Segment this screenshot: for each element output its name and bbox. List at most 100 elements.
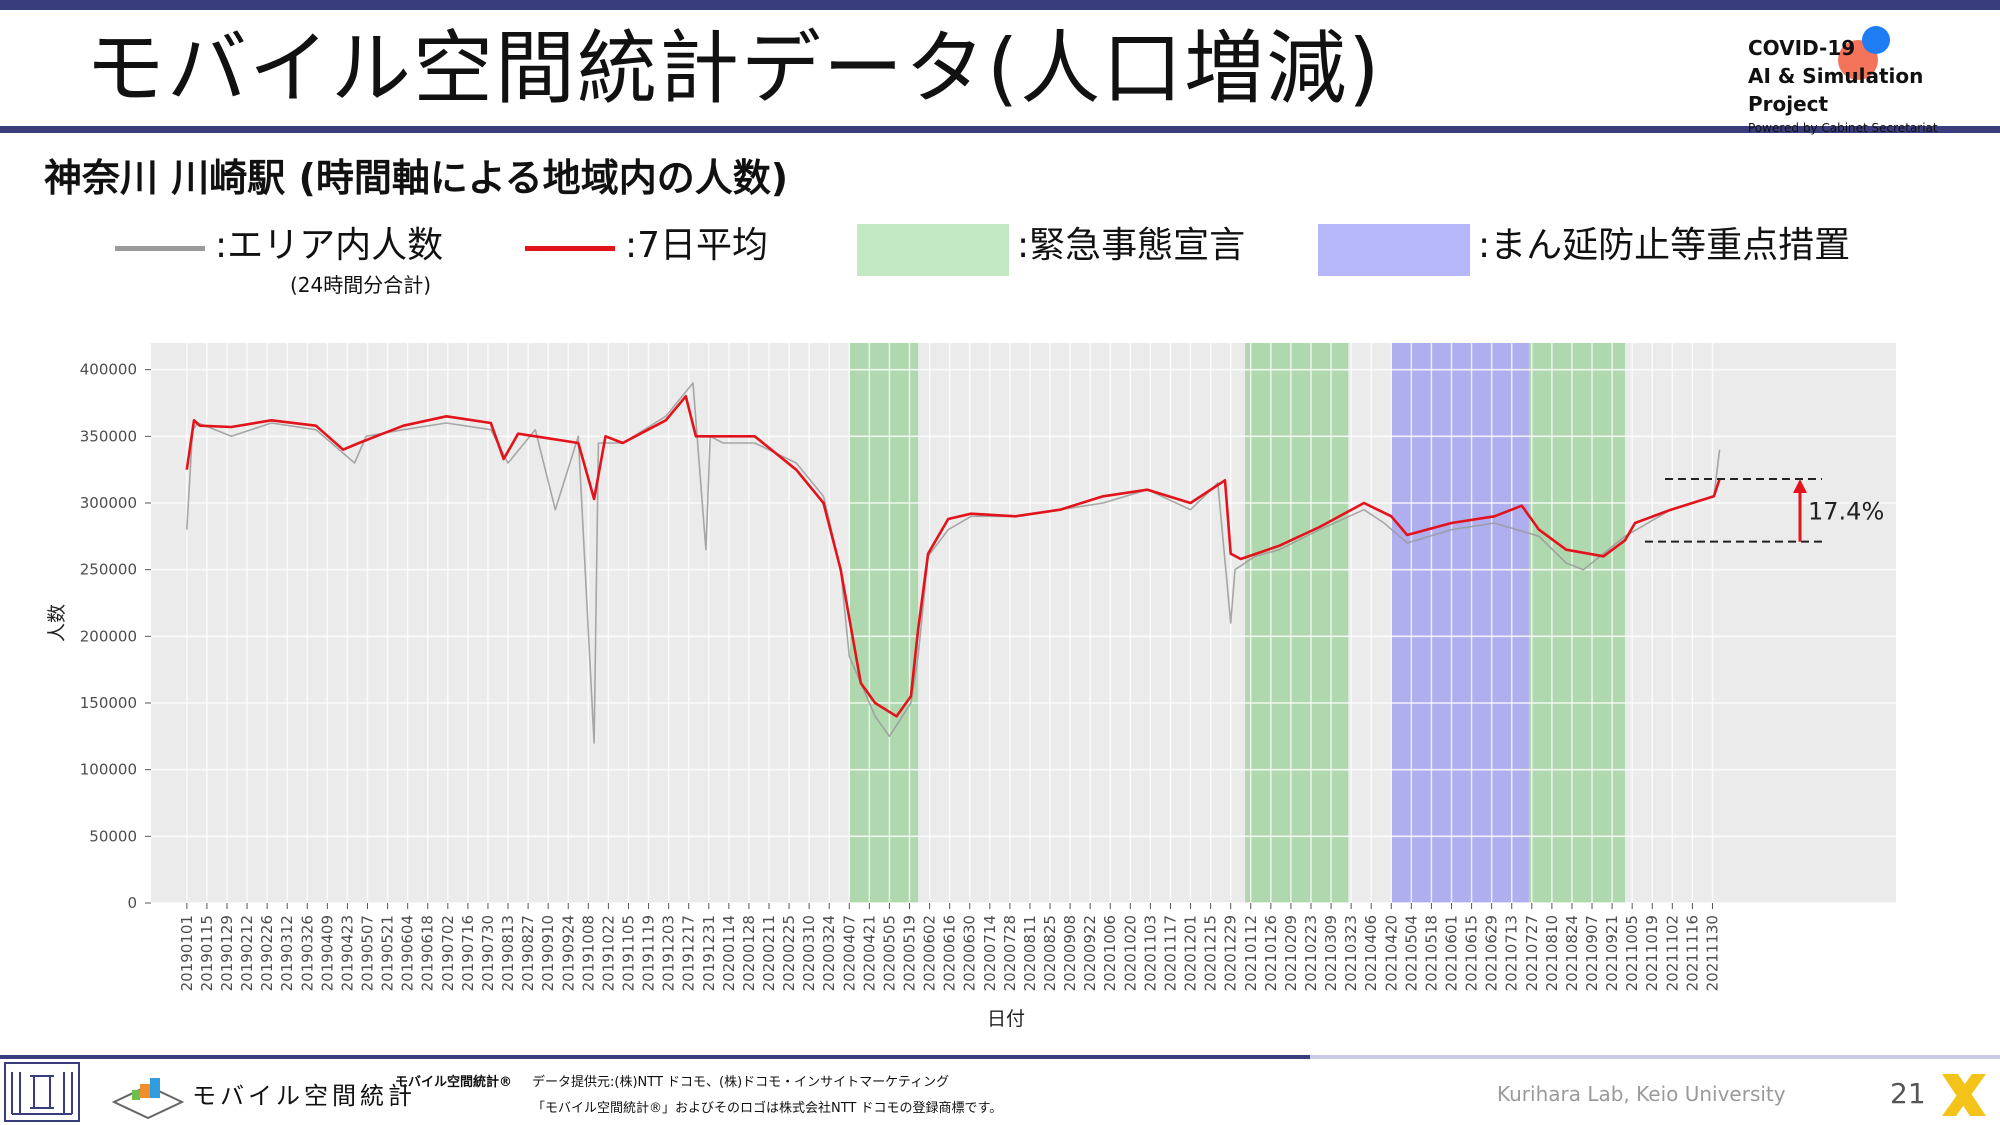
x-tick-label: 20200225 <box>780 915 798 991</box>
x-tick-label: 20200211 <box>760 915 778 991</box>
x-tick-label: 20210420 <box>1382 915 1400 991</box>
x-tick-label: 20200922 <box>1081 915 1099 991</box>
x-tick-label: 20210921 <box>1603 915 1621 991</box>
x-tick-label: 20191203 <box>660 915 678 991</box>
legend-priority-label: :まん延防止等重点措置 <box>1478 225 1851 266</box>
x-tick-label: 20190716 <box>459 915 477 991</box>
x-tick-label: 20201117 <box>1161 915 1179 991</box>
legend-avg-label: :7日平均 <box>625 225 769 266</box>
x-tick-label: 20190226 <box>258 915 276 991</box>
series-7day-average-line <box>185 394 1721 718</box>
x-tick-label: 20200714 <box>981 915 999 991</box>
x-tick-label: 20210629 <box>1483 915 1501 991</box>
y-tick-label: 100000 <box>80 761 137 779</box>
legend-item-area: :エリア内人数 <box>115 216 495 282</box>
x-tick-label: 20200114 <box>720 915 738 991</box>
x-tick-label: 20210727 <box>1523 915 1541 991</box>
legend-item-emergency: :緊急事態宣言 <box>857 216 1297 282</box>
x-tick-label: 20190604 <box>399 915 417 991</box>
population-line-chart: 0 50000 100000 150000 200000 250000 300000 3500… <box>46 343 1896 1030</box>
x-tick-label: 20200407 <box>840 915 858 991</box>
x-tick-label: 20211130 <box>1703 915 1721 991</box>
x-tick-label: 20211019 <box>1643 915 1661 991</box>
x-tick-label: 20210907 <box>1583 915 1601 991</box>
x-tick-label: 20201201 <box>1182 915 1200 991</box>
x-axis-title: 日付 <box>987 1008 1025 1030</box>
project-name-line2: AI & Simulation Project <box>1748 64 1924 116</box>
plot-panel <box>151 343 1896 903</box>
x-tick-label: 20210209 <box>1282 915 1300 991</box>
source-line2: 「モバイル空間統計®」およびそのロゴは株式会社NTT ドコモの登録商標です。 <box>532 1101 1003 1116</box>
mobile-stats-logo-icon <box>111 1078 185 1120</box>
y-tick-label: 300000 <box>80 494 137 512</box>
x-tick-label: 20200811 <box>1021 915 1039 991</box>
x-tick-label: 20210713 <box>1503 915 1521 991</box>
x-logo-icon <box>1942 1074 1986 1116</box>
x-tick-label: 20191217 <box>680 915 698 991</box>
lab-logo-icon <box>4 1062 80 1122</box>
chart-subtitle: 神奈川 川崎駅 (時間軸による地域内の人数) <box>44 156 789 200</box>
x-tick-label: 20210406 <box>1362 915 1380 991</box>
x-tick-label: 20190813 <box>499 915 517 991</box>
x-tick-label: 20200728 <box>1001 915 1019 991</box>
emergency-period-2 <box>1245 343 1349 903</box>
y-tick-label: 350000 <box>80 427 137 445</box>
footer-divider-light <box>1310 1055 2000 1059</box>
x-tick-label: 20190212 <box>238 915 256 991</box>
x-tick-label: 20190827 <box>519 915 537 991</box>
y-tick-label: 150000 <box>80 694 137 712</box>
x-tick-label: 20210615 <box>1463 915 1481 991</box>
header-divider <box>0 126 2000 133</box>
x-tick-label: 20190129 <box>218 915 236 991</box>
x-tick-label: 20200505 <box>880 915 898 991</box>
source-line1: データ提供元:(株)NTT ドコモ、(株)ドコモ・インサイトマーケティング <box>532 1075 950 1090</box>
x-tick-label: 20190618 <box>419 915 437 991</box>
y-tick-label: 0 <box>127 894 137 912</box>
x-tick-label: 20210504 <box>1402 915 1420 991</box>
legend-item-avg: :7日平均 <box>525 216 825 282</box>
series-lines <box>185 382 1721 744</box>
annotation-arrow-head-icon <box>1793 479 1807 493</box>
project-powered-by: Powered by Cabinet Secretariat <box>1748 121 1938 135</box>
emergency-period-3 <box>1528 343 1626 903</box>
x-tick-label: 20210309 <box>1322 915 1340 991</box>
change-annotation <box>1645 478 1822 543</box>
x-tick-label: 20191022 <box>599 915 617 991</box>
x-tick-label: 20191231 <box>700 915 718 991</box>
x-tick-label: 20190730 <box>479 915 497 991</box>
x-tick-label: 20201103 <box>1141 915 1159 991</box>
x-tick-label: 20211005 <box>1623 915 1641 991</box>
x-tick-label: 20190326 <box>298 915 316 991</box>
x-tick-label: 20200421 <box>860 915 878 991</box>
x-tick-label: 20200616 <box>941 915 959 991</box>
x-tick-label: 20190409 <box>318 915 336 991</box>
y-tick-label: 200000 <box>80 627 137 645</box>
x-tick-label: 20210112 <box>1242 915 1260 991</box>
x-tick-label: 20200908 <box>1061 915 1079 991</box>
x-tick-label: 20190101 <box>178 915 196 991</box>
x-tick-label: 20200630 <box>961 915 979 991</box>
page-title: モバイル空間統計データ(人口増減) <box>85 22 1382 115</box>
x-tick-label: 20201006 <box>1101 915 1119 991</box>
lab-name: Kurihara Lab, Keio University <box>1497 1082 1786 1106</box>
x-tick-label: 20210323 <box>1342 915 1360 991</box>
x-tick-label: 20211116 <box>1683 915 1701 991</box>
legend-area-note: (24時間分合計) <box>290 273 432 297</box>
x-tick-label: 20190521 <box>379 915 397 991</box>
x-tick-label: 20201020 <box>1121 915 1139 991</box>
x-tick-label: 20200602 <box>921 915 939 991</box>
x-tick-label: 20210223 <box>1302 915 1320 991</box>
x-tick-label: 20190924 <box>559 915 577 991</box>
top-accent-bar <box>0 0 2000 10</box>
x-tick-label: 20200519 <box>901 915 919 991</box>
x-tick-label: 20190115 <box>198 915 216 991</box>
x-tick-label: 20210126 <box>1262 915 1280 991</box>
legend-emergency-label: :緊急事態宣言 <box>1017 225 1246 266</box>
emergency-period-1 <box>849 343 919 903</box>
legend-emergency-swatch <box>857 224 1009 276</box>
x-tick-label: 20210810 <box>1543 915 1561 991</box>
legend-avg-line-swatch <box>525 246 615 251</box>
y-tick-label: 400000 <box>80 361 137 379</box>
y-axis-ticks: 0 50000 100000 150000 200000 250000 300000 3500… <box>80 361 151 912</box>
footer-divider <box>0 1055 2000 1059</box>
